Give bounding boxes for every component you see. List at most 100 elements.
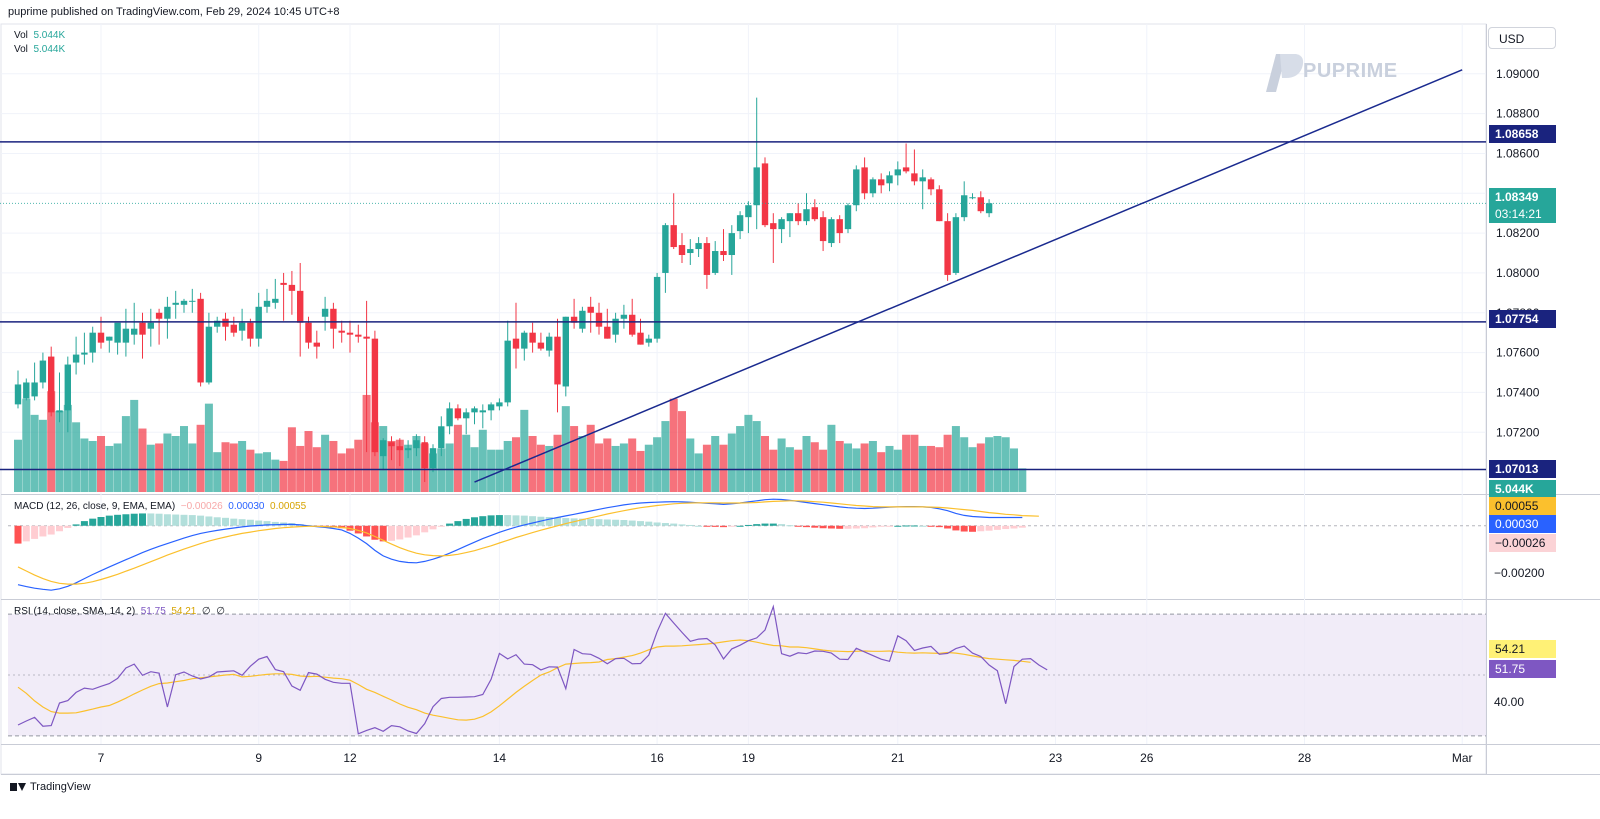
macd-histogram-bar — [620, 520, 628, 526]
macd-histogram-bar — [894, 525, 902, 527]
candle-body — [952, 217, 960, 273]
candle-body — [255, 306, 262, 339]
macd-histogram-bar — [495, 515, 503, 526]
candle-body — [23, 382, 30, 399]
volume-bar — [578, 436, 587, 492]
macd-line — [17, 498, 1023, 591]
candle-body — [853, 169, 860, 206]
candle-body — [463, 412, 470, 419]
macd-histogram-bar — [421, 525, 429, 533]
macd-histogram-bar — [993, 525, 1001, 530]
volume-bar — [229, 443, 238, 492]
time-tick-label: 16 — [650, 751, 664, 765]
candle-body — [321, 308, 329, 317]
candle-body — [106, 336, 113, 341]
candle-body — [446, 408, 453, 427]
candle-body — [778, 219, 785, 230]
macd-histogram-bar — [188, 515, 196, 526]
volume-bar — [528, 436, 537, 492]
candle-body — [72, 354, 80, 363]
candle-body — [786, 213, 794, 222]
candle-body — [247, 322, 254, 339]
candle-body — [961, 195, 968, 218]
macd-histogram-bar — [969, 525, 976, 532]
candle-body — [678, 245, 686, 256]
macd-histogram-bar — [246, 519, 254, 526]
candle-body — [919, 177, 926, 182]
volume-bar — [213, 452, 222, 492]
volume-bar — [238, 440, 247, 492]
candle-body — [629, 314, 636, 335]
volume-bar — [678, 411, 686, 492]
candle-body — [512, 338, 520, 349]
level-label-1: 1.08658 — [1489, 125, 1556, 143]
candle-body — [496, 402, 503, 407]
volume-bar — [877, 452, 886, 492]
volume-bar — [603, 438, 612, 492]
macd-hist-label: −0.00026 — [1489, 534, 1556, 552]
macd-histogram-bar — [545, 517, 553, 526]
volume-bar — [727, 433, 736, 492]
volume-bar — [536, 444, 545, 492]
currency-button[interactable]: USD — [1488, 27, 1556, 49]
macd-histogram-bar — [396, 525, 404, 540]
candle-body — [861, 167, 868, 194]
volume-bar — [860, 443, 869, 492]
rsi-axis-tick: 40.00 — [1494, 695, 1525, 709]
volume-bar — [246, 449, 255, 492]
macd-histogram-bar — [977, 525, 985, 532]
macd-histogram-bar — [213, 517, 221, 526]
candle-body — [81, 352, 88, 355]
candle-body — [56, 410, 63, 413]
macd-histogram-bar — [512, 515, 520, 526]
macd-histogram-bar — [786, 525, 794, 527]
volume-bar — [113, 443, 122, 492]
volume-bar — [586, 424, 595, 492]
tradingview-brand: TradingView — [10, 781, 91, 793]
vol-legend-2: Vol 5.044K — [14, 44, 66, 55]
volume-bar — [462, 434, 471, 492]
candle-body — [14, 384, 22, 405]
macd-histogram-bar — [827, 525, 835, 529]
candle-body — [504, 340, 511, 403]
candle-body — [272, 298, 279, 303]
candle-body — [238, 322, 246, 331]
candle-body — [479, 410, 486, 413]
volume-bar — [354, 439, 363, 492]
macd-histogram-bar — [47, 525, 55, 535]
time-tick-label: 7 — [98, 751, 105, 765]
macd-histogram-bar — [504, 515, 512, 526]
candle-body — [64, 364, 71, 411]
volume-bar — [337, 453, 346, 492]
macd-histogram-bar — [354, 525, 362, 534]
macd-histogram-bar — [744, 524, 752, 526]
rsi-legend: RSI (14, close, SMA, 14, 2) 51.75 54.21 … — [14, 606, 225, 617]
volume-bar — [97, 436, 105, 492]
candle-body — [537, 342, 545, 349]
volume-bar — [819, 449, 828, 492]
macd-histogram-bar — [678, 524, 686, 526]
volume-bar — [976, 443, 985, 492]
macd-histogram-bar — [587, 518, 595, 526]
level-label-2: 1.07754 — [1489, 310, 1556, 328]
macd-signal-label: 0.00055 — [1489, 497, 1556, 515]
macd-histogram-bar — [105, 515, 113, 526]
volume-bar — [412, 436, 421, 492]
candle-body — [911, 173, 918, 182]
volume-bar — [761, 436, 769, 492]
volume-bar — [893, 449, 902, 492]
macd-histogram-bar — [263, 521, 271, 526]
volume-bar — [827, 424, 836, 492]
candle-body — [977, 197, 984, 212]
macd-histogram-bar — [205, 516, 213, 526]
volume-bar — [636, 450, 645, 492]
volume-bar — [561, 406, 570, 492]
candle-body — [878, 179, 885, 186]
macd-histogram-bar — [803, 525, 810, 528]
volume-bar — [653, 437, 662, 492]
time-tick-label: 14 — [493, 751, 507, 765]
macd-histogram-bar — [686, 524, 694, 526]
candle-body — [712, 251, 719, 273]
price-tick-label: 1.07600 — [1496, 346, 1540, 360]
